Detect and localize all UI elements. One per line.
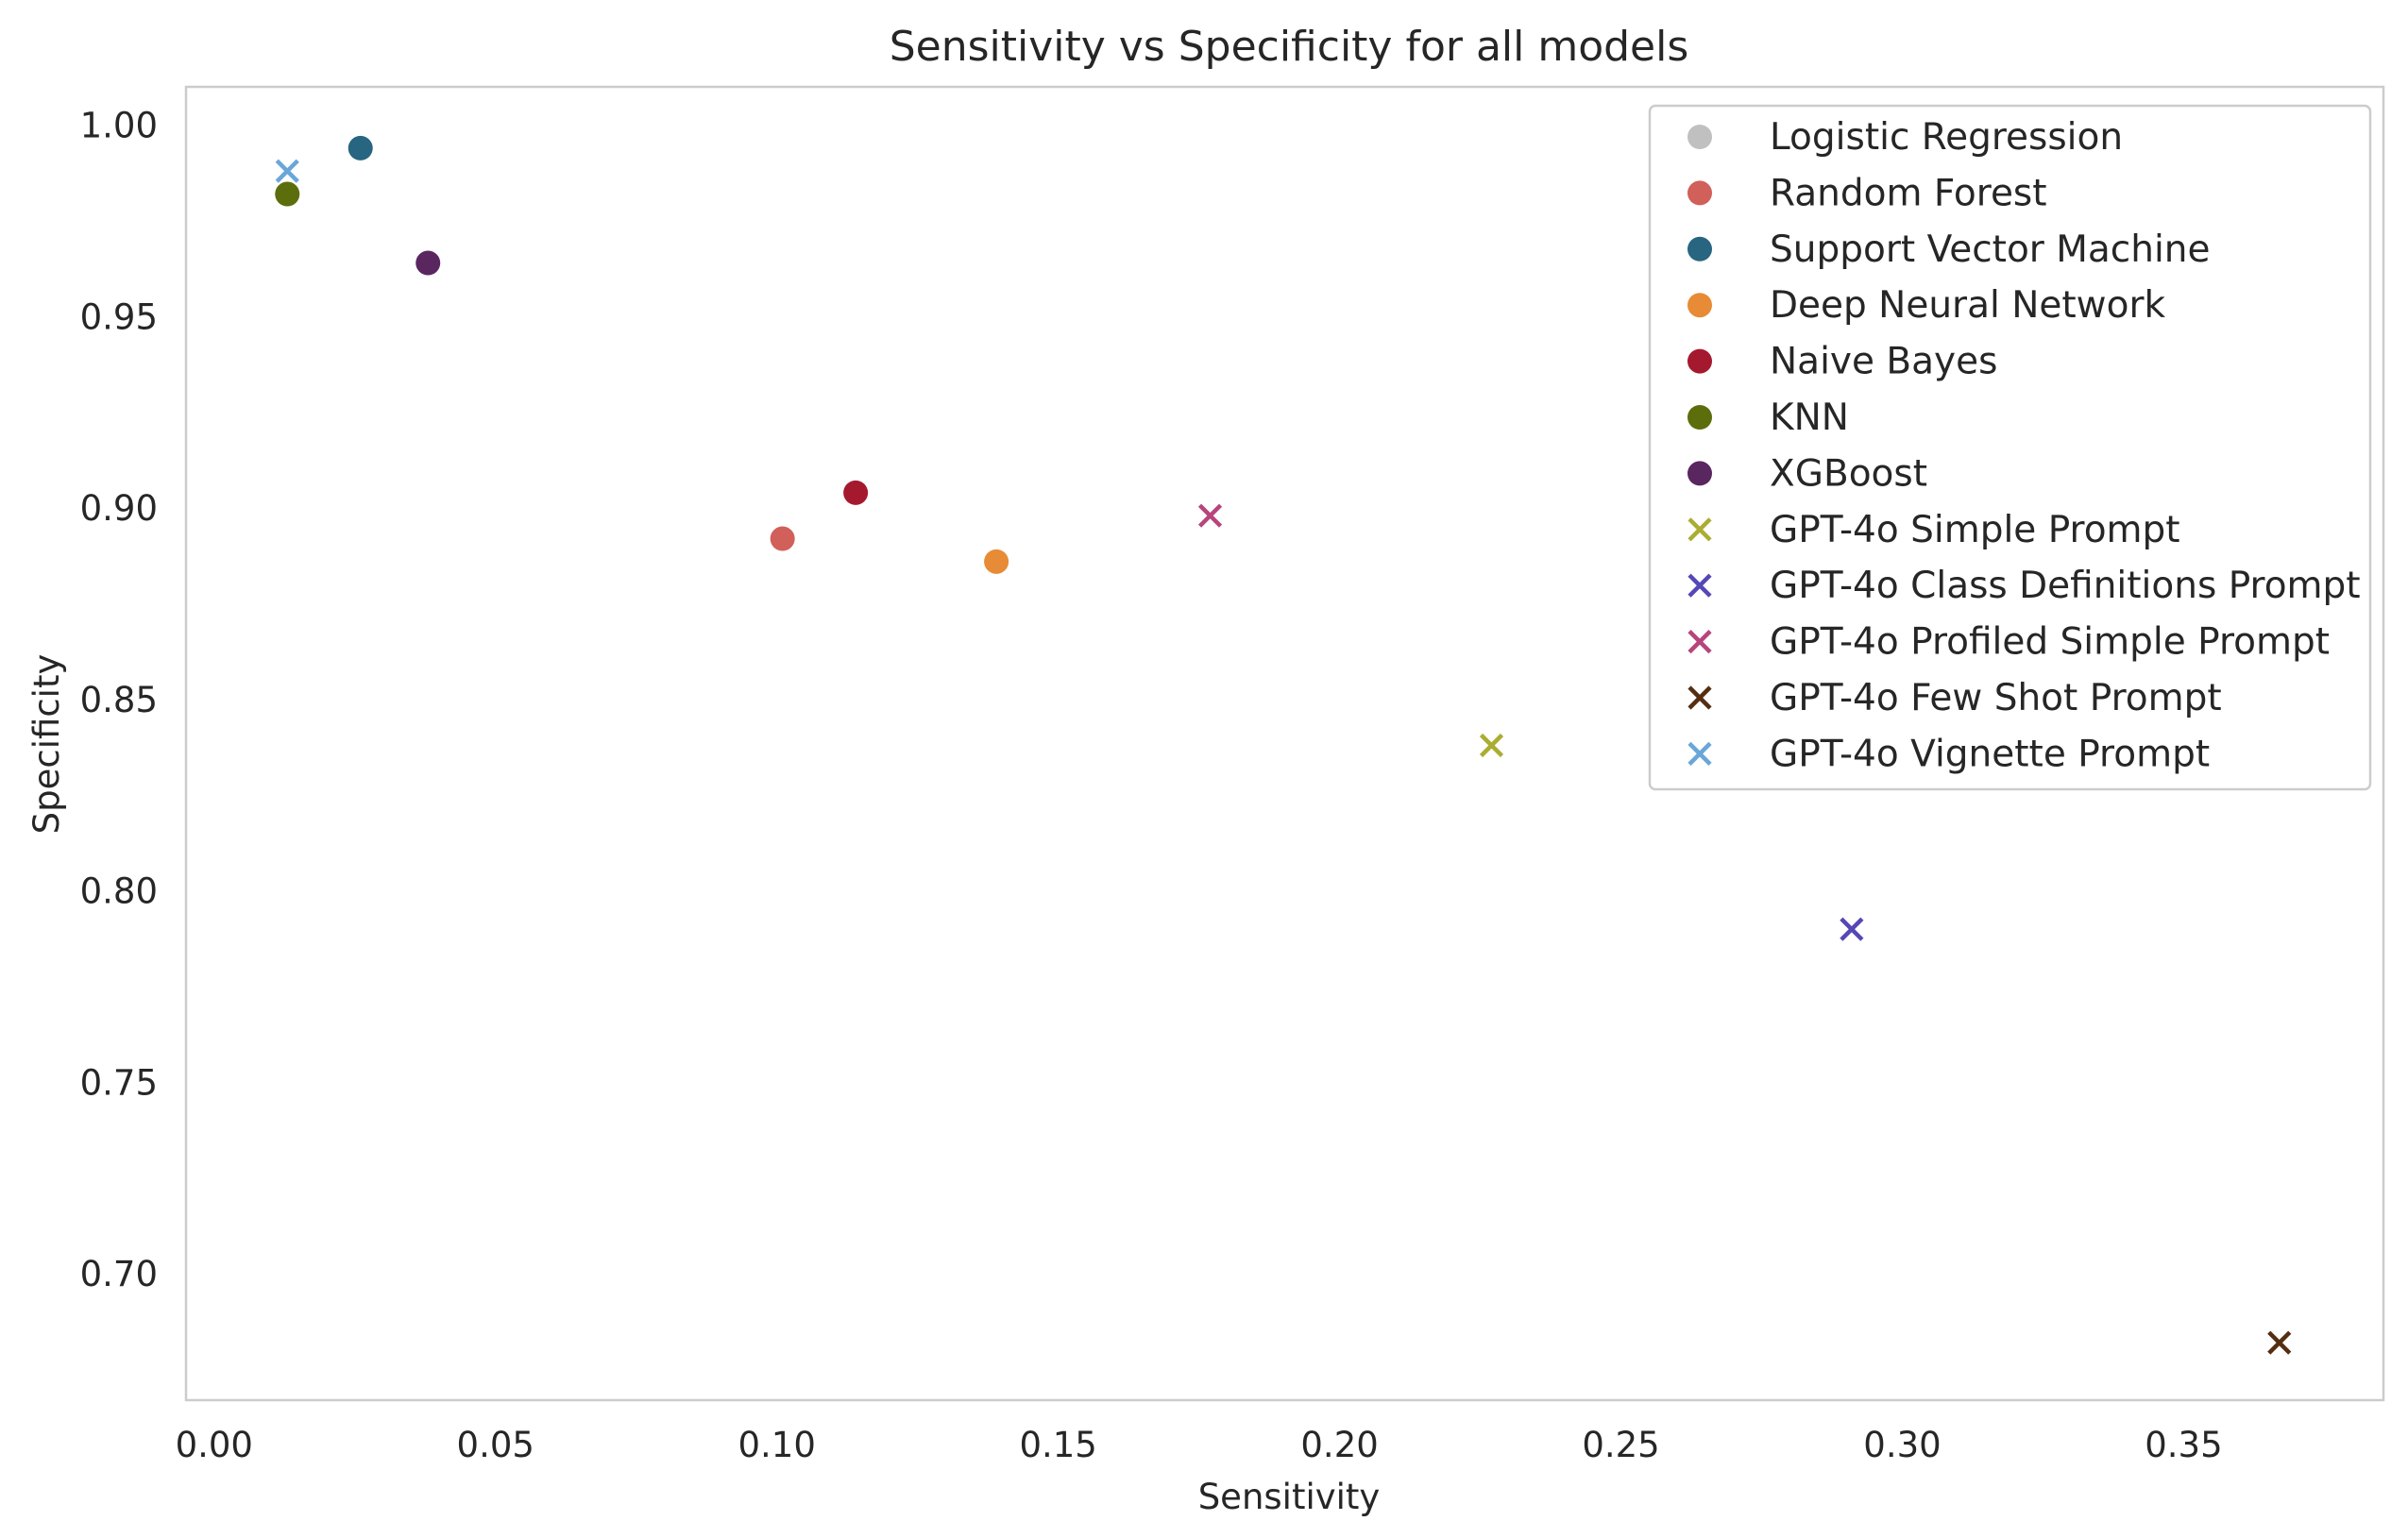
- legend-item-logistic-regression: Logistic Regression: [1687, 116, 2123, 159]
- plot-frame: [184, 85, 2385, 1402]
- deep-neural-network-point: [984, 549, 1009, 574]
- legend-label: Naive Bayes: [1770, 341, 1997, 383]
- x-tick-label: 0.05: [457, 1425, 534, 1465]
- legend-items: Logistic Regression Random Forest Support …: [1687, 116, 2361, 775]
- gpt-4o-class-definitions-prompt-legend-marker: [1687, 573, 1712, 598]
- legend-frame: [1648, 104, 2372, 791]
- support-vector-machine-legend-marker: [1687, 236, 1712, 262]
- support-vector-machine-point: [348, 135, 373, 161]
- legend-item-random-forest: Random Forest: [1687, 172, 2047, 214]
- gpt-4o-simple-prompt-legend-marker: [1687, 517, 1712, 542]
- x-tick-label: 0.00: [176, 1425, 253, 1465]
- legend-item-gpt-4o-class-definitions-prompt: GPT-4o Class Definitions Prompt: [1687, 565, 2361, 607]
- knn-legend-marker: [1687, 405, 1712, 430]
- x-axis-title: Sensitivity: [1198, 1477, 1381, 1517]
- legend-label: GPT-4o Profiled Simple Prompt: [1770, 621, 2330, 664]
- gpt-4o-few-shot-prompt-point: [2267, 1330, 2292, 1355]
- legend-item-gpt-4o-simple-prompt: GPT-4o Simple Prompt: [1687, 509, 2180, 551]
- legend-label: KNN: [1770, 397, 1849, 439]
- legend-label: Logistic Regression: [1770, 116, 2123, 159]
- gpt-4o-vignette-prompt-legend-marker: [1687, 741, 1712, 766]
- legend-item-knn: KNN: [1687, 397, 1849, 439]
- legend-item-gpt-4o-profiled-simple-prompt: GPT-4o Profiled Simple Prompt: [1687, 621, 2330, 664]
- x-tick-label: 0.15: [1019, 1425, 1096, 1465]
- y-tick-label: 1.00: [80, 106, 158, 146]
- gpt-4o-class-definitions-prompt-point: [1840, 917, 1864, 941]
- legend-item-support-vector-machine: Support Vector Machine: [1687, 228, 2211, 271]
- y-axis-ticks: 0.70 0.75 0.80 0.85 0.90 0.95 1.00: [80, 106, 158, 1295]
- legend-item-gpt-4o-few-shot-prompt: GPT-4o Few Shot Prompt: [1687, 677, 2222, 719]
- x-tick-label: 0.35: [2145, 1425, 2222, 1465]
- random-forest-legend-marker: [1687, 180, 1712, 206]
- gpt-4o-vignette-prompt-point: [275, 159, 299, 183]
- y-tick-label: 0.90: [80, 488, 158, 529]
- random-forest-point: [770, 526, 795, 551]
- plot-area: [184, 85, 2385, 1402]
- legend-label: GPT-4o Vignette Prompt: [1770, 733, 2210, 775]
- legend-label: Random Forest: [1770, 172, 2047, 214]
- y-axis-title: Specificity: [26, 654, 67, 835]
- naive-bayes-point: [843, 480, 869, 505]
- gpt-4o-profiled-simple-prompt-point: [1197, 503, 1223, 528]
- gpt-4o-simple-prompt-point: [1479, 733, 1504, 758]
- data-points: [275, 135, 2292, 1355]
- x-axis-ticks: 0.00 0.05 0.10 0.15 0.20 0.25 0.30 0.35: [176, 1425, 2223, 1465]
- legend: Logistic Regression Random Forest Support …: [1648, 104, 2372, 791]
- legend-item-xgboost: XGBoost: [1687, 452, 1927, 495]
- y-tick-label: 0.70: [80, 1254, 158, 1294]
- y-tick-label: 0.95: [80, 296, 158, 337]
- gpt-4o-few-shot-prompt-legend-marker: [1687, 685, 1712, 710]
- chart-title: Sensitivity vs Specificity for all model…: [890, 23, 1689, 71]
- logistic-regression-legend-marker: [1687, 125, 1712, 149]
- y-tick-label: 0.85: [80, 680, 158, 720]
- x-tick-label: 0.25: [1582, 1425, 1659, 1465]
- xgboost-legend-marker: [1687, 461, 1712, 486]
- deep-neural-network-legend-marker: [1687, 293, 1712, 318]
- x-tick-label: 0.10: [738, 1425, 816, 1465]
- legend-label: GPT-4o Few Shot Prompt: [1770, 677, 2222, 719]
- legend-item-gpt-4o-vignette-prompt: GPT-4o Vignette Prompt: [1687, 733, 2210, 775]
- legend-label: XGBoost: [1770, 452, 1927, 495]
- naive-bayes-legend-marker: [1687, 348, 1712, 374]
- x-tick-label: 0.20: [1300, 1425, 1378, 1465]
- legend-label: Support Vector Machine: [1770, 228, 2211, 271]
- legend-label: Deep Neural Network: [1770, 284, 2165, 327]
- legend-label: GPT-4o Simple Prompt: [1770, 509, 2180, 551]
- xgboost-point: [415, 250, 441, 276]
- legend-item-naive-bayes: Naive Bayes: [1687, 341, 1997, 383]
- knn-point: [275, 181, 300, 207]
- y-tick-label: 0.80: [80, 871, 158, 912]
- gpt-4o-profiled-simple-prompt-legend-marker: [1687, 630, 1712, 654]
- legend-item-deep-neural-network: Deep Neural Network: [1687, 284, 2165, 327]
- legend-label: GPT-4o Class Definitions Prompt: [1770, 565, 2361, 607]
- x-tick-label: 0.30: [1863, 1425, 1941, 1465]
- y-tick-label: 0.75: [80, 1062, 158, 1103]
